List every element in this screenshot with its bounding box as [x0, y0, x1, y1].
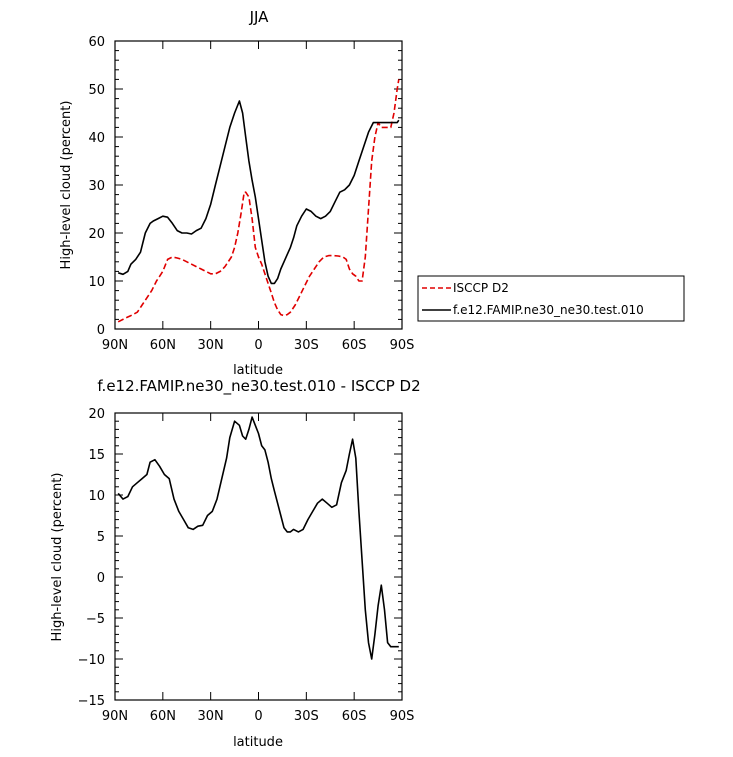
bottom-x-tick-label: 90N — [102, 709, 128, 724]
top-series-line-0 — [117, 79, 400, 323]
top-x-tick-label: 60N — [150, 338, 176, 353]
top-series-lines — [117, 79, 400, 323]
top-x-axis-ticks: 90N 60N 30N 0 30S 60S 90S — [102, 41, 415, 353]
bottom-x-axis-title: latitude — [233, 735, 283, 750]
bottom-y-tick-label: 0 — [97, 571, 105, 586]
top-y-tick-label: 30 — [88, 179, 105, 194]
top-series-line-1 — [117, 100, 400, 285]
bottom-y-tick-label: 10 — [88, 489, 105, 504]
top-y-tick-label: 20 — [88, 227, 105, 242]
bottom-x-axis-ticks: 90N 60N 30N 0 30S 60S 90S — [102, 413, 415, 724]
top-y-tick-label: 10 — [88, 275, 105, 290]
bottom-y-axis-ticks: −15 −10 −5 0 5 10 15 20 — [78, 407, 402, 709]
bottom-panel: f.e12.FAMIP.ne30_ne30.test.010 - ISCCP D… — [50, 377, 421, 750]
bottom-series-lines — [117, 416, 399, 660]
top-panel: JJA 90N 60N 30N 0 30S 60S 90S 0 10 20 30 40 50 60 la… — [59, 8, 685, 378]
legend-box — [417, 275, 685, 322]
bottom-y-axis-title: High-level cloud (percent) — [50, 473, 65, 642]
top-y-tick-label: 50 — [88, 83, 105, 98]
legend-label-isccp: ISCCP D2 — [453, 281, 509, 295]
top-x-tick-label: 0 — [254, 338, 262, 353]
bottom-x-tick-label: 30S — [294, 709, 319, 724]
top-chart-title: JJA — [249, 8, 270, 26]
bottom-y-tick-label: −10 — [78, 653, 105, 668]
top-y-tick-label: 0 — [97, 323, 105, 338]
top-x-axis-title: latitude — [233, 363, 283, 378]
legend-label-model: f.e12.FAMIP.ne30_ne30.test.010 — [453, 303, 644, 317]
top-x-tick-label: 30S — [294, 338, 319, 353]
legend: ISCCP D2 f.e12.FAMIP.ne30_ne30.test.010 — [417, 275, 685, 322]
top-x-tick-label: 60S — [342, 338, 367, 353]
top-y-tick-label: 60 — [88, 35, 105, 50]
bottom-x-tick-label: 90S — [390, 709, 415, 724]
top-y-axis-ticks: 0 10 20 30 40 50 60 — [88, 35, 402, 338]
top-y-tick-label: 40 — [88, 131, 105, 146]
bottom-y-tick-label: −15 — [78, 694, 105, 709]
bottom-series-line-0 — [117, 416, 399, 660]
top-x-tick-label: 30N — [198, 338, 224, 353]
top-x-tick-label: 90S — [390, 338, 415, 353]
bottom-x-tick-label: 30N — [198, 709, 224, 724]
bottom-chart-title: f.e12.FAMIP.ne30_ne30.test.010 - ISCCP D… — [97, 377, 420, 396]
top-x-tick-label: 90N — [102, 338, 128, 353]
bottom-x-tick-label: 60S — [342, 709, 367, 724]
bottom-x-tick-label: 60N — [150, 709, 176, 724]
bottom-y-tick-label: 20 — [88, 407, 105, 422]
bottom-y-tick-label: 15 — [88, 448, 105, 463]
bottom-y-tick-label: 5 — [97, 530, 105, 545]
bottom-x-tick-label: 0 — [254, 709, 262, 724]
bottom-y-tick-label: −5 — [86, 612, 105, 627]
top-plot-frame — [114, 40, 403, 330]
top-y-axis-title: High-level cloud (percent) — [59, 101, 74, 270]
bottom-plot-frame — [114, 412, 403, 701]
